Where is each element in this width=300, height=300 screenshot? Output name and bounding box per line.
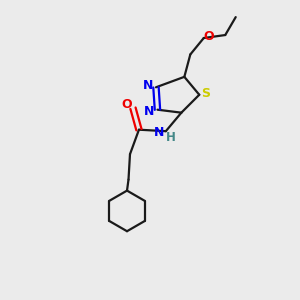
Text: O: O	[204, 30, 214, 43]
Text: S: S	[201, 87, 210, 100]
Text: N: N	[154, 126, 164, 139]
Text: H: H	[166, 131, 176, 144]
Text: O: O	[121, 98, 132, 111]
Text: N: N	[144, 105, 154, 118]
Text: N: N	[142, 79, 153, 92]
